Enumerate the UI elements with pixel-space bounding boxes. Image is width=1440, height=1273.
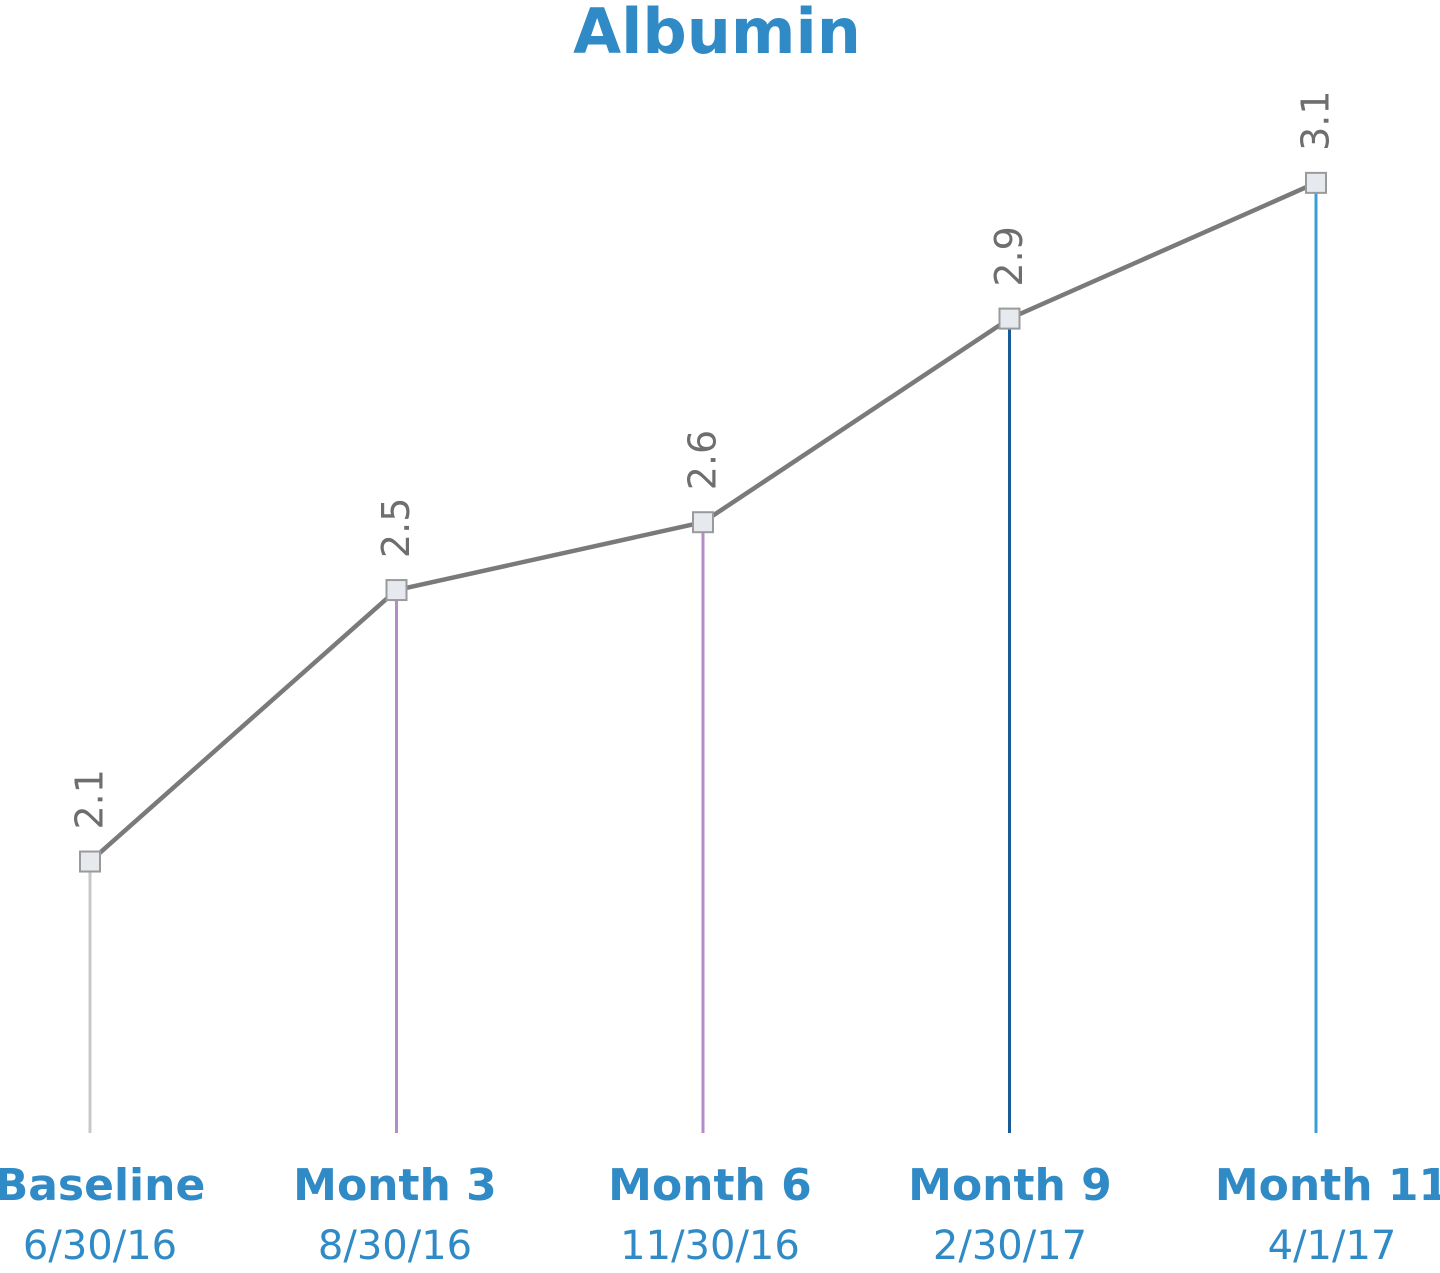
- x-date-label: 4/1/17: [1268, 1223, 1397, 1269]
- point-marker: [1305, 171, 1327, 194]
- x-tick-label: Month 9: [908, 1160, 1112, 1211]
- x-tick-label: Month 6: [608, 1160, 812, 1211]
- x-date-label: 2/30/17: [933, 1223, 1087, 1269]
- value-label: 2.1: [68, 769, 112, 829]
- value-label: 2.9: [987, 226, 1031, 286]
- point-marker: [79, 850, 101, 873]
- x-date-label: 8/30/16: [318, 1223, 472, 1269]
- value-label: 2.5: [374, 498, 418, 558]
- point-marker: [385, 579, 408, 602]
- chart-title: Albumin: [573, 0, 861, 68]
- x-tick-label: Baseline: [0, 1160, 205, 1211]
- x-tick-label: Month 3: [293, 1160, 497, 1211]
- point-marker: [998, 307, 1021, 330]
- value-label: 3.1: [1294, 90, 1338, 150]
- point-marker: [692, 511, 714, 534]
- x-tick-label: Month 11: [1215, 1160, 1440, 1211]
- value-label: 2.6: [681, 430, 725, 490]
- x-date-label: 6/30/16: [23, 1223, 177, 1269]
- x-date-label: 11/30/16: [620, 1223, 800, 1269]
